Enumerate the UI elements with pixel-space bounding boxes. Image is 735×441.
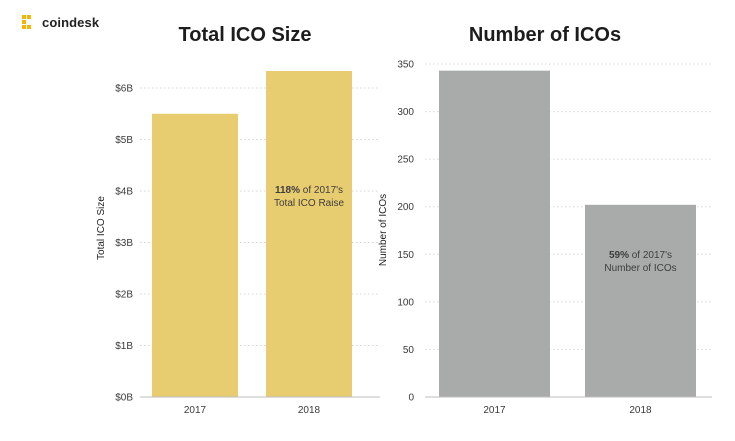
number-icos-y-tick-label: 0 [408, 393, 414, 404]
number-icos-annotation-suffix: of 2017's [629, 250, 672, 261]
number-icos-y-tick-label: 350 [397, 60, 414, 71]
number-icos-y-tick-label: 150 [397, 250, 414, 261]
total-ico-y-tick-label: $2B [115, 290, 133, 301]
total-ico-y-tick-label: $0B [115, 393, 133, 404]
total-ico-y-tick-label: $6B [115, 84, 133, 95]
number-icos-y-tick-label: 250 [397, 155, 414, 166]
number-icos-annotation-line1: 59% of 2017's [609, 250, 672, 261]
total-ico-annotation-line2: Total ICO Raise [274, 198, 344, 209]
total-ico-bar-2018 [266, 71, 352, 397]
number-of-icos-chart: 0 50 100 150 200 250 300 350 2017 2018 Number of I… [378, 60, 712, 416]
chart-title-total-ico-size: Total ICO Size [178, 24, 312, 46]
number-icos-y-tick-label: 300 [397, 107, 414, 118]
total-ico-x-tick-label: 2017 [184, 405, 207, 416]
total-ico-y-tick-label: $4B [115, 187, 133, 198]
chart-title-number-of-icos: Number of ICOs [468, 24, 622, 46]
number-icos-y-axis-label: Number of ICOs [378, 194, 389, 266]
number-icos-x-tick-label: 2017 [483, 405, 506, 416]
total-ico-annotation-suffix: of 2017's [300, 185, 343, 196]
number-icos-annotation-percent: 59% [609, 250, 629, 261]
total-ico-annotation-percent: 118% [275, 185, 300, 196]
coindesk-logo-icon [22, 15, 31, 29]
number-icos-bar-2017 [439, 70, 550, 397]
number-icos-y-tick-label: 100 [397, 297, 414, 308]
total-ico-y-axis-label: Total ICO Size [96, 196, 107, 260]
total-ico-annotation-line1: 118% of 2017's [275, 185, 343, 196]
coindesk-logo-text: coindesk [42, 14, 100, 30]
number-icos-bar-2018 [585, 204, 696, 397]
number-icos-y-tick-label: 200 [397, 202, 414, 213]
number-icos-annotation-line2: Number of ICOs [604, 263, 676, 274]
total-ico-bar-2017 [152, 113, 238, 397]
total-ico-y-tick-label: $3B [115, 238, 133, 249]
coindesk-logo[interactable]: coindesk [22, 12, 99, 32]
total-ico-size-chart: $0B $1B $2B $3B $4B $5B $6B 2017 2018 Total ICO S… [96, 71, 380, 416]
number-icos-y-tick-label: 50 [403, 345, 415, 356]
total-ico-y-tick-label: $1B [115, 341, 133, 352]
number-icos-x-tick-label: 2018 [629, 405, 652, 416]
total-ico-x-tick-label: 2018 [298, 405, 321, 416]
total-ico-y-tick-label: $5B [115, 135, 133, 146]
